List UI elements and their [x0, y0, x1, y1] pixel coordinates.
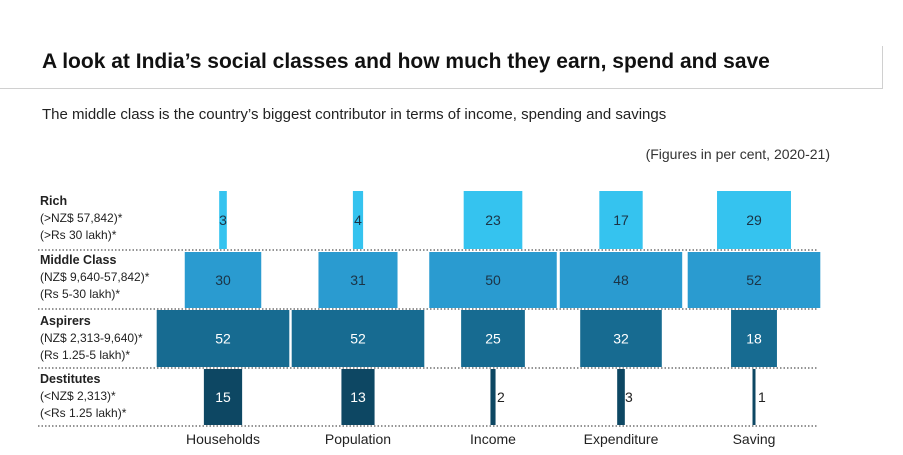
bar-destitutes-population — [341, 369, 375, 425]
bar-middle-households — [184, 252, 262, 308]
value-label-rich-expenditure: 17 — [613, 212, 629, 228]
value-label-destitutes-population: 13 — [350, 389, 366, 405]
class-range-inr: (>Rs 30 lakh)* — [40, 228, 117, 242]
value-label-rich-households: 3 — [219, 212, 227, 228]
bar-rich-income — [463, 191, 523, 249]
bar-aspirers-saving — [731, 310, 777, 367]
category-label-households: Households — [186, 431, 260, 447]
bar-middle-population — [318, 252, 398, 308]
bar-aspirers-expenditure — [580, 310, 662, 367]
bar-rich-saving — [717, 191, 791, 249]
value-label-destitutes-saving: 1 — [758, 389, 766, 405]
class-range-nzd: (<NZ$ 2,313)* — [40, 389, 116, 403]
value-label-middle-expenditure: 48 — [613, 272, 629, 288]
class-name: Destitutes — [40, 372, 101, 386]
class-range-inr: (Rs 5-30 lakh)* — [40, 287, 121, 301]
chart-title: A look at India’s social classes and how… — [42, 50, 770, 73]
title-divider-tick — [882, 46, 883, 89]
bar-aspirers-income — [461, 310, 525, 367]
title-divider — [0, 88, 883, 89]
value-label-destitutes-households: 15 — [215, 389, 231, 405]
value-label-aspirers-households: 52 — [215, 331, 231, 347]
category-label-expenditure: Expenditure — [584, 431, 659, 447]
bar-middle-saving — [687, 252, 821, 308]
value-label-aspirers-income: 25 — [485, 331, 501, 347]
bar-destitutes-saving — [752, 369, 756, 425]
bar-rich-expenditure — [599, 191, 643, 249]
chart-subtitle: The middle class is the country’s bigges… — [42, 106, 667, 123]
class-name: Rich — [40, 194, 68, 208]
value-label-rich-saving: 29 — [746, 212, 762, 228]
value-label-middle-population: 31 — [350, 272, 366, 288]
bar-destitutes-households — [203, 369, 243, 425]
class-range-inr: (<Rs 1.25 lakh)* — [40, 406, 127, 420]
class-label-destitutes: Destitutes (<NZ$ 2,313)* (<Rs 1.25 lakh)… — [40, 371, 126, 422]
class-label-middle: Middle Class (NZ$ 9,640-57,842)* (Rs 5-3… — [40, 252, 149, 303]
bar-aspirers-households — [156, 310, 290, 367]
category-label-income: Income — [470, 431, 516, 447]
bar-rich-population — [352, 191, 364, 249]
bar-destitutes-expenditure — [617, 369, 625, 425]
bar-aspirers-population — [291, 310, 425, 367]
category-label-population: Population — [325, 431, 391, 447]
class-name: Middle Class — [40, 253, 117, 267]
bar-destitutes-income — [490, 369, 496, 425]
class-label-rich: Rich (>NZ$ 57,842)* (>Rs 30 lakh)* — [40, 193, 122, 244]
bar-rich-households — [219, 191, 227, 249]
class-label-aspirers: Aspirers (NZ$ 2,313-9,640)* (Rs 1.25-5 l… — [40, 313, 143, 364]
value-label-destitutes-income: 2 — [497, 389, 505, 405]
value-label-aspirers-saving: 18 — [746, 331, 762, 347]
class-name: Aspirers — [40, 314, 91, 328]
value-label-rich-income: 23 — [485, 212, 501, 228]
class-range-nzd: (NZ$ 2,313-9,640)* — [40, 331, 143, 345]
value-label-rich-population: 4 — [354, 212, 362, 228]
units-note: (Figures in per cent, 2020-21) — [645, 146, 830, 162]
class-range-nzd: (>NZ$ 57,842)* — [40, 211, 123, 225]
value-label-middle-households: 30 — [215, 272, 231, 288]
class-range-nzd: (NZ$ 9,640-57,842)* — [40, 270, 150, 284]
value-label-middle-income: 50 — [485, 272, 501, 288]
value-label-aspirers-expenditure: 32 — [613, 331, 629, 347]
class-range-inr: (Rs 1.25-5 lakh)* — [40, 348, 131, 362]
category-label-saving: Saving — [733, 431, 776, 447]
value-label-middle-saving: 52 — [746, 272, 762, 288]
value-label-aspirers-population: 52 — [350, 331, 366, 347]
bar-middle-expenditure — [559, 252, 683, 308]
value-label-destitutes-expenditure: 3 — [625, 389, 633, 405]
bar-middle-income — [429, 252, 557, 308]
